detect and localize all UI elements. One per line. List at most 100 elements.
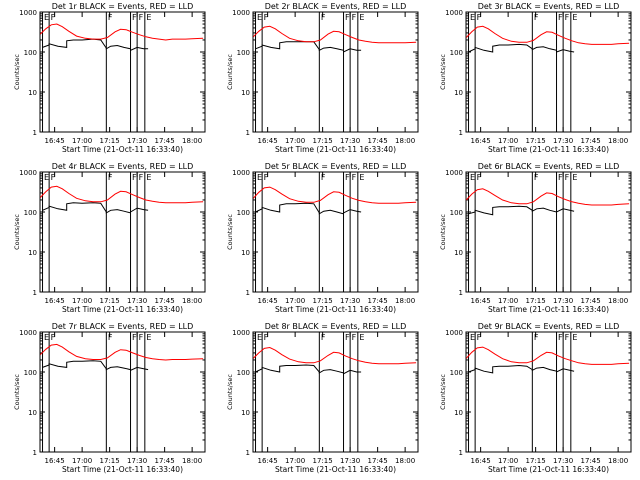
x-tick-label: 17:15: [526, 297, 546, 305]
panel-title: Det 3r BLACK = Events, RED = LLD: [478, 2, 620, 11]
x-tick-label: 17:30: [553, 137, 573, 145]
event-marker-label: F: [352, 173, 357, 182]
y-tick-label: 100: [450, 369, 463, 377]
event-marker-label: F: [321, 13, 326, 22]
y-tick-label: 100: [237, 369, 250, 377]
x-tick-label: 17:45: [581, 137, 601, 145]
event-marker-label: E: [470, 173, 475, 182]
x-tick-label: 17:15: [313, 137, 333, 145]
event-marker-label: F: [534, 13, 539, 22]
panel-title: Det 7r BLACK = Events, RED = LLD: [52, 322, 194, 331]
plot-frame: [252, 11, 419, 133]
x-tick-label: 17:30: [127, 297, 147, 305]
x-tick-label: 16:45: [471, 457, 491, 465]
x-tick-label: 17:00: [72, 457, 92, 465]
event-marker-label: F: [132, 13, 137, 22]
x-tick-label: 17:30: [553, 297, 573, 305]
series-lld-line: [465, 346, 630, 365]
plot-frame: [39, 11, 206, 133]
x-tick-label: 17:45: [155, 457, 175, 465]
y-tick-label: 10: [241, 249, 250, 257]
x-tick-label: 18:00: [182, 297, 202, 305]
event-marker-label: E: [359, 173, 364, 182]
y-tick-label: 100: [24, 209, 37, 217]
y-tick-label: 1: [459, 449, 463, 457]
event-marker-label: F: [321, 173, 326, 182]
event-marker-label: F: [558, 13, 563, 22]
x-tick-label: 17:30: [127, 137, 147, 145]
event-marker-label: F: [321, 333, 326, 342]
x-axis-label: Start Time (21-Oct-11 16:33:40): [275, 465, 396, 474]
event-marker-label: E: [146, 333, 151, 342]
x-tick-label: 18:00: [182, 457, 202, 465]
y-tick-label: 1: [459, 129, 463, 137]
event-marker-label: F: [139, 173, 144, 182]
series-events-line: [468, 364, 575, 374]
x-tick-label: 18:00: [182, 137, 202, 145]
y-tick-label: 1: [459, 289, 463, 297]
event-marker-label: E: [257, 173, 262, 182]
series-events-line: [42, 38, 149, 52]
event-marker-label: F: [108, 333, 113, 342]
plot-frame: [252, 331, 419, 453]
panel-det-4: Det 4r BLACK = Events, RED = LLD 1 10 100 10…: [13, 162, 206, 314]
panel-det-9: Det 9r BLACK = Events, RED = LLD 1 10 100 10…: [439, 322, 632, 474]
y-tick-label: 100: [237, 49, 250, 57]
plot-frame: [39, 171, 206, 293]
panel-title: Det 5r BLACK = Events, RED = LLD: [265, 162, 407, 171]
y-tick-label: 1: [33, 129, 37, 137]
x-tick-label: 18:00: [608, 137, 628, 145]
event-marker-label: F: [264, 173, 269, 182]
event-marker-label: E: [470, 333, 475, 342]
event-marker-label: E: [44, 173, 49, 182]
plot-frame: [465, 331, 632, 453]
event-marker-label: E: [257, 13, 262, 22]
x-tick-label: 16:45: [471, 297, 491, 305]
y-tick-label: 1000: [19, 9, 37, 17]
event-marker-label: F: [534, 173, 539, 182]
event-marker-label: F: [139, 13, 144, 22]
y-tick-label: 1: [33, 449, 37, 457]
event-marker-label: E: [572, 173, 577, 182]
y-axis-label: Counts/sec: [226, 374, 234, 410]
x-tick-label: 16:45: [45, 137, 65, 145]
y-tick-label: 10: [28, 89, 37, 97]
event-marker-label: F: [352, 13, 357, 22]
panel-title: Det 4r BLACK = Events, RED = LLD: [52, 162, 194, 171]
x-axis-label: Start Time (21-Oct-11 16:33:40): [488, 465, 609, 474]
series-lld-line: [39, 185, 204, 204]
event-marker-label: F: [565, 13, 570, 22]
panel-det-3: Det 3r BLACK = Events, RED = LLD 1 10 100 10…: [439, 2, 632, 154]
x-tick-label: 17:00: [498, 297, 518, 305]
event-marker-label: F: [345, 13, 350, 22]
y-tick-label: 10: [241, 409, 250, 417]
series-lld-line: [252, 25, 417, 44]
event-marker-label: F: [51, 173, 56, 182]
event-marker-label: F: [108, 13, 113, 22]
x-tick-label: 17:45: [581, 297, 601, 305]
y-tick-label: 100: [24, 49, 37, 57]
event-marker-label: F: [108, 173, 113, 182]
x-axis-label: Start Time (21-Oct-11 16:33:40): [488, 305, 609, 314]
x-tick-label: 17:45: [368, 457, 388, 465]
y-axis-label: Counts/sec: [439, 374, 447, 410]
x-tick-label: 17:30: [553, 457, 573, 465]
y-tick-label: 100: [450, 209, 463, 217]
y-tick-label: 100: [237, 209, 250, 217]
x-tick-label: 17:00: [498, 137, 518, 145]
x-axis-label: Start Time (21-Oct-11 16:33:40): [488, 145, 609, 154]
x-tick-label: 17:15: [100, 457, 120, 465]
x-axis-label: Start Time (21-Oct-11 16:33:40): [62, 145, 183, 154]
x-tick-label: 17:00: [72, 297, 92, 305]
series-lld-line: [39, 343, 204, 361]
event-marker-label: F: [558, 333, 563, 342]
event-marker-label: F: [565, 173, 570, 182]
event-marker-label: E: [146, 13, 151, 22]
panel-det-1: Det 1r BLACK = Events, RED = LLD 1 10 100 10…: [13, 2, 206, 154]
series-lld-line: [252, 346, 417, 365]
y-tick-label: 1: [246, 449, 250, 457]
event-marker-label: E: [470, 13, 475, 22]
y-tick-label: 100: [450, 49, 463, 57]
series-lld-line: [465, 188, 630, 206]
